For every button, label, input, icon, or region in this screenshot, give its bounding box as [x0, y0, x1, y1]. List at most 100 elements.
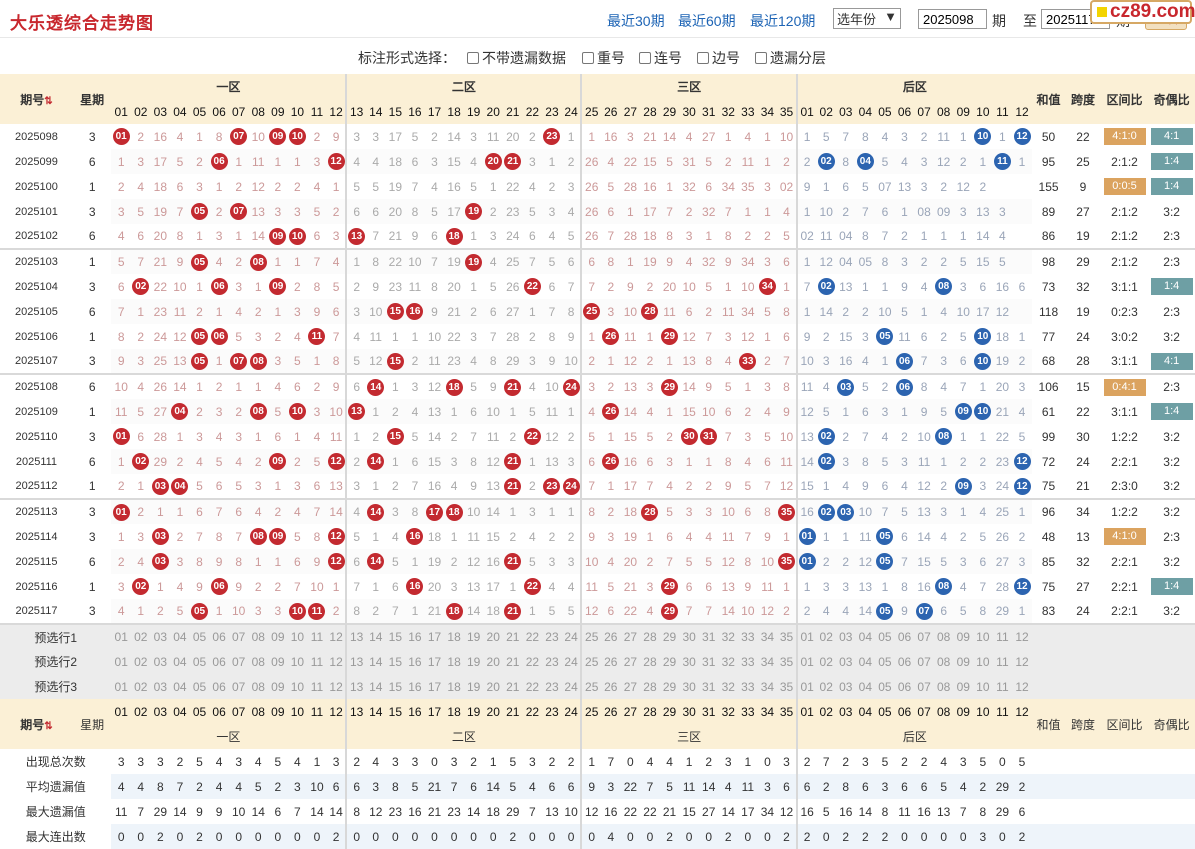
- preselect-number[interactable]: 22: [522, 649, 543, 674]
- preselect-number[interactable]: 19: [463, 649, 484, 674]
- preselect-number[interactable]: 05: [875, 624, 895, 649]
- preselect-number[interactable]: 22: [522, 624, 543, 649]
- preselect-number[interactable]: 02: [816, 649, 836, 674]
- preselect-number[interactable]: 10: [973, 674, 993, 699]
- checkbox-icon[interactable]: [467, 52, 479, 64]
- preselect-number[interactable]: 04: [855, 624, 876, 649]
- checkbox-icon[interactable]: [639, 52, 651, 64]
- preselect-number[interactable]: 09: [953, 624, 974, 649]
- preselect-number[interactable]: 06: [209, 624, 229, 649]
- preselect-number[interactable]: 31: [698, 624, 719, 649]
- preselect-number[interactable]: 21: [503, 674, 523, 699]
- checkbox-icon[interactable]: [582, 52, 594, 64]
- preselect-number[interactable]: 35: [777, 649, 797, 674]
- preselect-number[interactable]: 06: [209, 674, 229, 699]
- preselect-number[interactable]: 05: [189, 649, 210, 674]
- preselect-number[interactable]: 35: [777, 624, 797, 649]
- preselect-number[interactable]: 15: [385, 624, 406, 649]
- preselect-number[interactable]: 27: [620, 624, 641, 649]
- preselect-number[interactable]: 04: [855, 649, 876, 674]
- preselect-number[interactable]: 32: [718, 674, 739, 699]
- preselect-number[interactable]: 25: [580, 674, 602, 699]
- preselect-number[interactable]: 17: [424, 649, 445, 674]
- preselect-number[interactable]: 33: [738, 649, 758, 674]
- preselect-number[interactable]: 29: [659, 649, 680, 674]
- preselect-number[interactable]: 29: [659, 624, 680, 649]
- preselect-number[interactable]: 08: [933, 649, 954, 674]
- preselect-number[interactable]: 03: [835, 624, 856, 649]
- preselect-number[interactable]: 33: [738, 624, 758, 649]
- from-period-input[interactable]: [918, 9, 987, 29]
- preselect-number[interactable]: 16: [405, 649, 425, 674]
- preselect-number[interactable]: 07: [914, 649, 934, 674]
- preselect-number[interactable]: 23: [542, 649, 562, 674]
- option-edge[interactable]: 边号: [697, 48, 740, 68]
- preselect-number[interactable]: 32: [718, 624, 739, 649]
- preselect-number[interactable]: 35: [777, 674, 797, 699]
- preselect-number[interactable]: 10: [287, 649, 308, 674]
- preselect-number[interactable]: 03: [835, 649, 856, 674]
- preselect-number[interactable]: 06: [894, 624, 915, 649]
- preselect-number[interactable]: 06: [209, 649, 229, 674]
- preselect-number[interactable]: 05: [189, 674, 210, 699]
- preselect-number[interactable]: 09: [268, 674, 288, 699]
- preselect-number[interactable]: 05: [875, 674, 895, 699]
- preselect-number[interactable]: 02: [130, 624, 151, 649]
- preselect-number[interactable]: 12: [326, 649, 347, 674]
- preselect-number[interactable]: 19: [463, 674, 484, 699]
- preselect-number[interactable]: 02: [816, 674, 836, 699]
- preselect-number[interactable]: 04: [855, 674, 876, 699]
- preselect-number[interactable]: 28: [640, 624, 660, 649]
- preselect-number[interactable]: 23: [542, 624, 562, 649]
- preselect-number[interactable]: 11: [307, 649, 327, 674]
- checkbox-icon[interactable]: [755, 52, 767, 64]
- preselect-number[interactable]: 15: [385, 674, 406, 699]
- period-footer-header[interactable]: 期号⇅: [0, 699, 73, 749]
- preselect-number[interactable]: 09: [268, 624, 288, 649]
- preselect-number[interactable]: 28: [640, 649, 660, 674]
- checkbox-icon[interactable]: [697, 52, 709, 64]
- preselect-number[interactable]: 26: [601, 674, 621, 699]
- preselect-number[interactable]: 28: [640, 674, 660, 699]
- preselect-number[interactable]: 08: [933, 674, 954, 699]
- preselect-number[interactable]: 24: [561, 624, 582, 649]
- preselect-number[interactable]: 08: [248, 674, 269, 699]
- preselect-number[interactable]: 10: [287, 674, 308, 699]
- preselect-number[interactable]: 22: [522, 674, 543, 699]
- preselect-number[interactable]: 02: [816, 624, 836, 649]
- preselect-number[interactable]: 01: [111, 624, 131, 649]
- preselect-number[interactable]: 03: [835, 674, 856, 699]
- preselect-number[interactable]: 08: [248, 649, 269, 674]
- preselect-number[interactable]: 10: [973, 624, 993, 649]
- preselect-number[interactable]: 01: [795, 624, 817, 649]
- preselect-number[interactable]: 31: [698, 674, 719, 699]
- preselect-number[interactable]: 26: [601, 649, 621, 674]
- preselect-number[interactable]: 12: [326, 624, 347, 649]
- sort-arrows-icon[interactable]: ⇅: [44, 95, 53, 107]
- preselect-number[interactable]: 17: [424, 624, 445, 649]
- option-repeat[interactable]: 重号: [582, 48, 625, 68]
- preselect-number[interactable]: 03: [150, 649, 171, 674]
- preselect-number[interactable]: 09: [268, 649, 288, 674]
- preselect-number[interactable]: 03: [150, 674, 171, 699]
- preselect-number[interactable]: 30: [679, 624, 699, 649]
- preselect-number[interactable]: 14: [365, 649, 386, 674]
- preselect-number[interactable]: 21: [503, 649, 523, 674]
- preselect-number[interactable]: 12: [326, 674, 347, 699]
- preselect-number[interactable]: 03: [150, 624, 171, 649]
- preselect-number[interactable]: 34: [757, 624, 778, 649]
- preselect-number[interactable]: 05: [875, 649, 895, 674]
- preselect-number[interactable]: 19: [463, 624, 484, 649]
- preselect-number[interactable]: 01: [795, 674, 817, 699]
- preselect-number[interactable]: 27: [620, 674, 641, 699]
- preselect-number[interactable]: 07: [914, 674, 934, 699]
- preselect-number[interactable]: 14: [365, 674, 386, 699]
- nav-recent-120[interactable]: 最近120期: [750, 13, 816, 29]
- preselect-number[interactable]: 24: [561, 649, 582, 674]
- preselect-number[interactable]: 07: [914, 624, 934, 649]
- preselect-number[interactable]: 08: [933, 624, 954, 649]
- preselect-number[interactable]: 15: [385, 649, 406, 674]
- preselect-number[interactable]: 06: [894, 649, 915, 674]
- preselect-number[interactable]: 20: [483, 674, 504, 699]
- preselect-number[interactable]: 13: [345, 649, 366, 674]
